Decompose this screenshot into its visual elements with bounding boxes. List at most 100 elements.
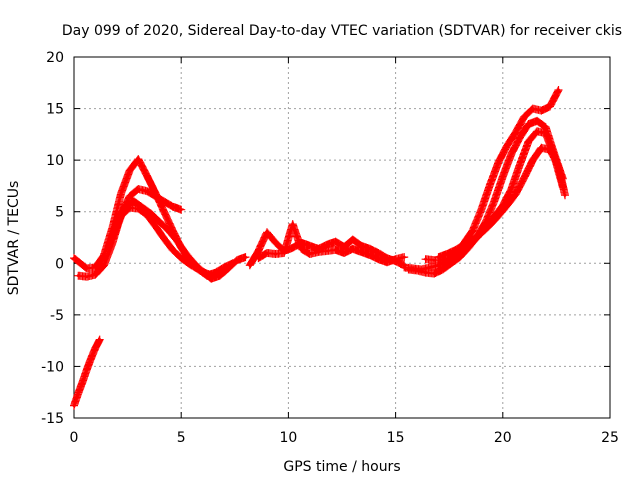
x-tick-label: 15: [387, 430, 405, 446]
data-point: [179, 208, 183, 212]
data-point: [136, 187, 140, 191]
data-point: [81, 380, 85, 384]
data-point: [462, 243, 466, 247]
data-point: [188, 262, 192, 266]
data-point: [471, 228, 475, 232]
y-tick-label: 10: [46, 153, 64, 169]
data-point: [544, 131, 548, 135]
data-point: [563, 193, 567, 197]
data-point: [394, 257, 398, 261]
data-point: [153, 224, 157, 228]
data-point: [527, 122, 531, 126]
data-point: [445, 252, 449, 256]
data-point: [368, 253, 372, 257]
data-point: [183, 251, 187, 255]
data-point: [145, 213, 149, 217]
y-tick-label: -5: [50, 308, 64, 324]
data-point: [424, 257, 428, 261]
data-point: [518, 162, 522, 166]
data-point: [351, 238, 355, 242]
data-point: [128, 206, 132, 210]
data-point: [93, 346, 97, 350]
data-point: [436, 255, 440, 259]
data-markers: [70, 335, 104, 410]
data-point: [179, 256, 183, 260]
data-point: [509, 187, 513, 191]
data-point: [119, 214, 123, 218]
data-point: [509, 152, 513, 156]
data-point: [492, 199, 496, 203]
series-arc-8: [400, 86, 563, 274]
data-point: [102, 263, 106, 267]
data-point: [316, 250, 320, 254]
data-point: [72, 404, 76, 408]
data-point: [428, 265, 432, 269]
data-point: [119, 191, 123, 195]
data-point: [505, 204, 509, 208]
data-point: [132, 199, 136, 203]
data-point: [282, 251, 286, 255]
data-point: [531, 158, 535, 162]
data-point: [531, 107, 535, 111]
data-point: [85, 266, 89, 270]
data-point: [458, 253, 462, 257]
data-point: [544, 125, 548, 129]
data-points: [70, 86, 569, 410]
data-point: [535, 129, 539, 133]
data-point: [501, 175, 505, 179]
data-point: [226, 266, 230, 270]
data-point: [128, 194, 132, 198]
data-point: [111, 237, 115, 241]
data-point: [539, 109, 543, 113]
x-axis-label: GPS time / hours: [283, 459, 400, 475]
data-point: [308, 244, 312, 248]
data-point: [527, 140, 531, 144]
data-point: [98, 338, 102, 342]
data-point: [522, 176, 526, 180]
data-point: [557, 164, 561, 168]
data-point: [78, 261, 82, 265]
data-point: [488, 183, 492, 187]
data-point: [85, 368, 89, 372]
data-point: [497, 160, 501, 164]
data-point: [274, 241, 278, 245]
data-point: [214, 275, 218, 279]
series-arc-6: [245, 228, 409, 270]
data-point: [89, 356, 93, 360]
data-point: [359, 250, 363, 254]
data-point: [514, 130, 518, 134]
series-arc-5: [108, 203, 220, 281]
data-point: [256, 256, 260, 260]
data-markers: [400, 86, 563, 274]
data-point: [248, 263, 252, 267]
y-axis-label: SDTVAR / TECUs: [6, 181, 22, 296]
data-point: [76, 391, 80, 395]
data-point: [162, 199, 166, 203]
data-point: [402, 265, 406, 269]
data-point: [85, 275, 89, 279]
data-point: [153, 194, 157, 198]
data-point: [351, 247, 355, 251]
data-point: [171, 205, 175, 209]
y-tick-label: -15: [41, 411, 64, 427]
data-point: [205, 272, 209, 276]
data-point: [368, 247, 372, 251]
x-tick-label: 0: [70, 430, 79, 446]
data-point: [291, 246, 295, 250]
series-arc-1: [70, 335, 104, 410]
data-point: [175, 239, 179, 243]
data-point: [454, 248, 458, 252]
data-point: [497, 214, 501, 218]
y-tick-label: 0: [55, 256, 64, 272]
data-point: [291, 222, 295, 226]
data-point: [256, 249, 260, 253]
data-point: [535, 119, 539, 123]
data-point: [334, 240, 338, 244]
data-point: [123, 204, 127, 208]
data-point: [449, 257, 453, 261]
data-point: [162, 210, 166, 214]
data-point: [441, 267, 445, 271]
data-point: [436, 263, 440, 267]
series-arc-11: [434, 143, 569, 262]
